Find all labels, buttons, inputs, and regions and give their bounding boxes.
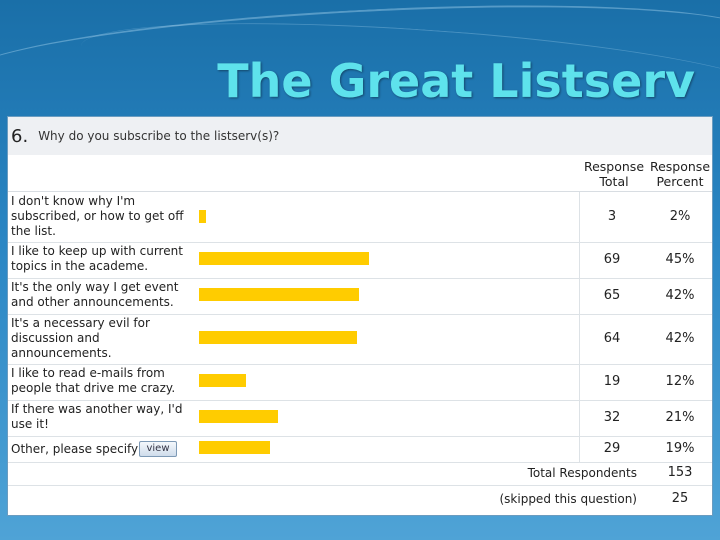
response-percent: 21% — [665, 410, 695, 425]
table-row: It's the only way I get event and other … — [8, 278, 712, 314]
total-respondents-label: Total Respondents — [527, 466, 637, 480]
row-divider — [8, 400, 712, 401]
question-number: 6. — [11, 125, 29, 147]
response-bar — [199, 331, 357, 344]
row-label: If there was another way, I'd use it! — [11, 402, 183, 431]
response-total: 3 — [607, 209, 617, 224]
response-total: 32 — [603, 410, 621, 425]
column-divider — [579, 192, 580, 462]
response-total: 69 — [603, 252, 621, 267]
row-divider — [8, 314, 712, 315]
row-divider — [8, 436, 712, 437]
table-row: I like to read e-mails from people that … — [8, 364, 712, 400]
question-text: Why do you subscribe to the listserv(s)? — [38, 129, 280, 143]
response-bar — [199, 374, 246, 387]
response-total: 65 — [603, 288, 621, 303]
table-row: If there was another way, I'd use it! 32 2… — [8, 400, 712, 436]
row-label: I like to keep up with current topics in… — [11, 244, 183, 273]
row-divider — [8, 242, 712, 243]
response-percent: 42% — [665, 288, 695, 303]
response-percent: 19% — [665, 441, 695, 456]
footer-divider — [8, 485, 712, 486]
skipped-label: (skipped this question) — [499, 492, 637, 506]
row-label: Other, please specify — [11, 442, 139, 456]
survey-results-panel: 6. Why do you subscribe to the listserv(… — [7, 116, 713, 516]
view-button[interactable]: view — [139, 441, 177, 457]
response-bar — [199, 410, 278, 423]
row-label: I like to read e-mails from people that … — [11, 366, 176, 395]
table-row: It's a necessary evil for discussion and… — [8, 314, 712, 364]
response-bar — [199, 441, 270, 454]
header-divider — [8, 191, 712, 192]
response-total: 64 — [603, 331, 621, 346]
row-label: It's the only way I get event and other … — [11, 280, 179, 309]
table-row: I like to keep up with current topics in… — [8, 242, 712, 278]
response-total: 19 — [603, 374, 621, 389]
column-header-percent: Response Percent — [649, 159, 711, 189]
response-bar — [199, 288, 359, 301]
response-percent: 42% — [665, 331, 695, 346]
response-percent: 12% — [665, 374, 695, 389]
skipped-value: 25 — [671, 491, 689, 506]
table-row: I don't know why I'm subscribed, or how … — [8, 192, 712, 242]
response-total: 29 — [603, 441, 621, 456]
row-divider — [8, 364, 712, 365]
response-percent: 2% — [669, 209, 691, 224]
slide-title: The Great Listserv — [217, 54, 695, 108]
row-divider — [8, 462, 712, 463]
total-respondents-value: 153 — [667, 465, 693, 480]
row-divider — [8, 278, 712, 279]
response-bar — [199, 252, 369, 265]
response-percent: 45% — [665, 252, 695, 267]
table-row: Other, please specify view 29 19% — [8, 436, 712, 462]
question-header: 6. Why do you subscribe to the listserv(… — [8, 117, 712, 155]
column-header-total: Response Total — [583, 159, 645, 189]
row-label: I don't know why I'm subscribed, or how … — [11, 194, 184, 238]
response-bar — [199, 210, 206, 223]
row-label: It's a necessary evil for discussion and… — [11, 316, 150, 360]
